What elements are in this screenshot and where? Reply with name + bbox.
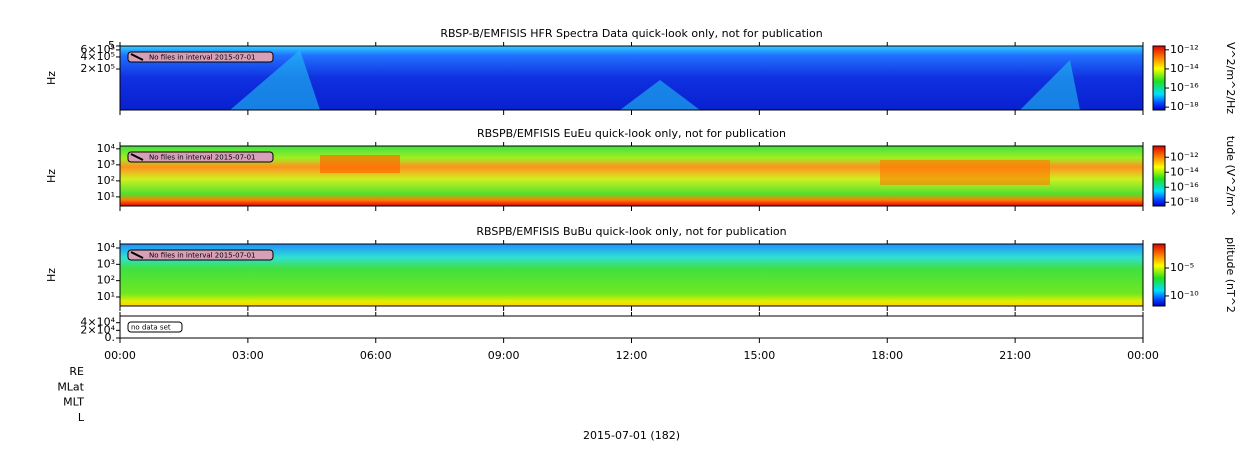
colorbar-tick-label: 10⁻¹² <box>1170 43 1199 56</box>
y-tick-label: 10² <box>97 174 115 187</box>
annotation-icon <box>130 53 144 61</box>
colorbar-tick-label: 10⁻¹⁶ <box>1170 81 1199 94</box>
y-tick-label: 10¹ <box>97 190 115 203</box>
colorbar-tick-label: 10⁻¹⁶ <box>1170 180 1199 193</box>
ephemeris-label: MLT <box>63 396 84 409</box>
spectrogram-feature <box>230 50 1080 110</box>
spectrogram-feature <box>880 160 1050 185</box>
y-axis-label: Hz <box>45 268 58 282</box>
x-tick-label: 15:00 <box>744 349 776 362</box>
colorbar-tick-label: 10⁻¹⁸ <box>1170 100 1199 113</box>
y-tick-label: 10⁴ <box>97 142 116 155</box>
colorbar-tick-label: 10⁻¹² <box>1170 150 1199 163</box>
y-tick-label: 5 <box>108 39 115 52</box>
annotation: No files in interval 2015-07-01 <box>149 252 255 260</box>
y-tick-label: 10³ <box>97 158 115 171</box>
annotation-box <box>127 249 274 261</box>
ephemeris-label: MLat <box>57 380 84 393</box>
panel-title: RBSPB/EMFISIS EuEu quick-look only, not … <box>477 127 786 140</box>
annotation-icon <box>130 251 144 259</box>
x-axis-label: 2015-07-01 (182) <box>583 429 680 442</box>
annotation: No files in interval 2015-07-01 <box>149 154 255 162</box>
x-tick-label: 00:00 <box>1127 349 1159 362</box>
y-tick-label: 6×10⁵ <box>80 43 115 56</box>
annotation-box <box>127 321 183 333</box>
x-tick-label: 09:00 <box>488 349 520 362</box>
panel-title: RBSPB/EMFISIS BuBu quick-look only, not … <box>476 225 786 238</box>
y-axis-label: Hz <box>45 169 58 183</box>
ephemeris-label: RE <box>69 365 84 378</box>
y-tick-label: 4×10⁵ <box>80 50 115 63</box>
y-tick-label: 0. <box>105 331 116 344</box>
y-tick-label: 10¹ <box>97 290 115 303</box>
annotation-box <box>127 51 274 63</box>
colorbar-label: plitude (nT^2 <box>1224 237 1237 313</box>
spectrogram-feature <box>320 155 400 173</box>
x-tick-label: 12:00 <box>616 349 648 362</box>
y-tick-label: 2×10⁴ <box>80 323 115 336</box>
annotation-icon <box>130 153 144 161</box>
colorbar-tick-label: 10⁻¹⁴ <box>1170 62 1199 75</box>
y-tick-label: 4×10⁴ <box>80 316 115 329</box>
annotation: No files in interval 2015-07-01 <box>149 54 255 62</box>
empty-panel <box>119 315 1144 339</box>
y-tick-label: 10⁴ <box>97 241 116 254</box>
colorbar <box>1152 45 1166 111</box>
colorbar-tick-label: 10⁻¹⁸ <box>1170 195 1199 208</box>
x-tick-label: 03:00 <box>232 349 264 362</box>
colorbar-tick-label: 10⁻¹⁰ <box>1170 289 1199 302</box>
colorbar-tick-label: 10⁻⁵ <box>1170 261 1194 274</box>
colorbar <box>1152 145 1166 207</box>
spectrogram-image <box>120 244 1143 306</box>
x-tick-label: 21:00 <box>999 349 1031 362</box>
ephemeris-label: L <box>78 411 85 424</box>
colorbar-label: V^2/m^2/Hz <box>1224 42 1237 114</box>
annotation: no data set <box>131 324 171 332</box>
annotation-box <box>127 151 274 163</box>
y-axis-label: Hz <box>45 71 58 85</box>
x-tick-label: 18:00 <box>871 349 903 362</box>
panel-title: RBSP-B/EMFISIS HFR Spectra Data quick-lo… <box>440 27 822 40</box>
colorbar-label: tude (V^2/m^ <box>1224 136 1237 216</box>
colorbar <box>1152 243 1166 307</box>
y-tick-label: 2×10⁵ <box>80 62 115 75</box>
y-tick-label: 10³ <box>97 257 115 270</box>
colorbar-tick-label: 10⁻¹⁴ <box>1170 165 1199 178</box>
x-tick-label: 00:00 <box>104 349 136 362</box>
y-tick-label: 10² <box>97 274 115 287</box>
x-tick-label: 06:00 <box>360 349 392 362</box>
